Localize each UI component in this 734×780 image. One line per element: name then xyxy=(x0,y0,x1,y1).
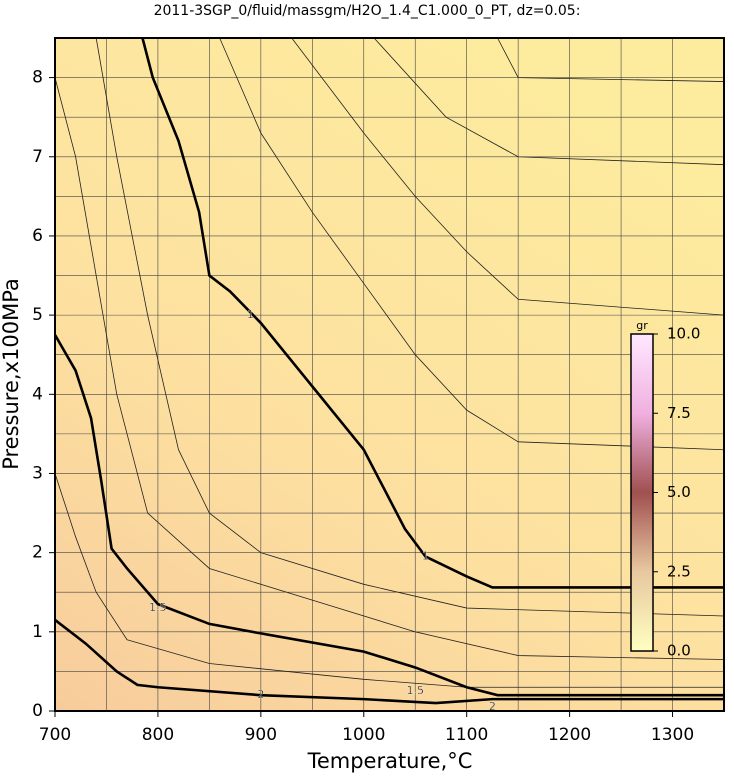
colorbar-tick-label: 7.5 xyxy=(667,404,691,422)
x-tick-label: 1100 xyxy=(445,725,488,745)
y-tick-label: 1 xyxy=(32,622,43,642)
contour-label: 1 xyxy=(422,550,429,563)
x-tick-label: 1000 xyxy=(342,725,385,745)
x-tick-label: 700 xyxy=(39,725,71,745)
colorbar-tick-label: 0.0 xyxy=(667,642,691,660)
contour-line xyxy=(291,37,725,316)
major-contour xyxy=(54,618,724,705)
colorbar-tick-label: 2.5 xyxy=(667,562,691,580)
major-contour xyxy=(53,334,724,697)
contour-line xyxy=(219,37,725,451)
plot-background xyxy=(55,38,724,711)
chart-title: 2011-3SGP_0/fluid/massgm/H2O_1.4_C1.000_… xyxy=(154,3,581,19)
x-tick-label: 1300 xyxy=(651,725,694,745)
y-tick-label: 2 xyxy=(32,543,43,563)
contour-line xyxy=(54,77,725,660)
colorbar-label: gr xyxy=(636,319,648,332)
contour-line xyxy=(373,37,725,166)
y-tick-label: 7 xyxy=(32,147,43,167)
contour-label: 1.5 xyxy=(406,684,424,697)
contour-label: 2 xyxy=(257,688,264,701)
colorbar-tick-label: 10.0 xyxy=(667,325,700,343)
colorbar-tick-label: 5.0 xyxy=(667,483,691,501)
contour-line xyxy=(497,37,725,82)
contour-line xyxy=(95,37,725,617)
contour-label: 1 xyxy=(247,308,254,321)
y-tick-label: 3 xyxy=(32,463,43,483)
plot-frame xyxy=(54,37,725,712)
colorbar xyxy=(630,333,654,652)
contour-line xyxy=(54,473,724,688)
contour-label: 2 xyxy=(489,700,496,713)
x-tick-label: 800 xyxy=(142,725,174,745)
y-tick-label: 4 xyxy=(32,384,43,404)
x-axis-label: Temperature,°C xyxy=(307,749,473,773)
contour-label: 1.5 xyxy=(149,601,167,614)
y-tick-label: 5 xyxy=(32,305,43,325)
y-tick-label: 8 xyxy=(32,68,43,88)
x-tick-label: 900 xyxy=(245,725,277,745)
major-contour xyxy=(141,37,724,589)
y-axis-label: Pressure,x100MPa xyxy=(0,278,23,470)
y-tick-label: 0 xyxy=(32,701,43,721)
y-tick-label: 6 xyxy=(32,226,43,246)
x-tick-label: 1200 xyxy=(548,725,591,745)
